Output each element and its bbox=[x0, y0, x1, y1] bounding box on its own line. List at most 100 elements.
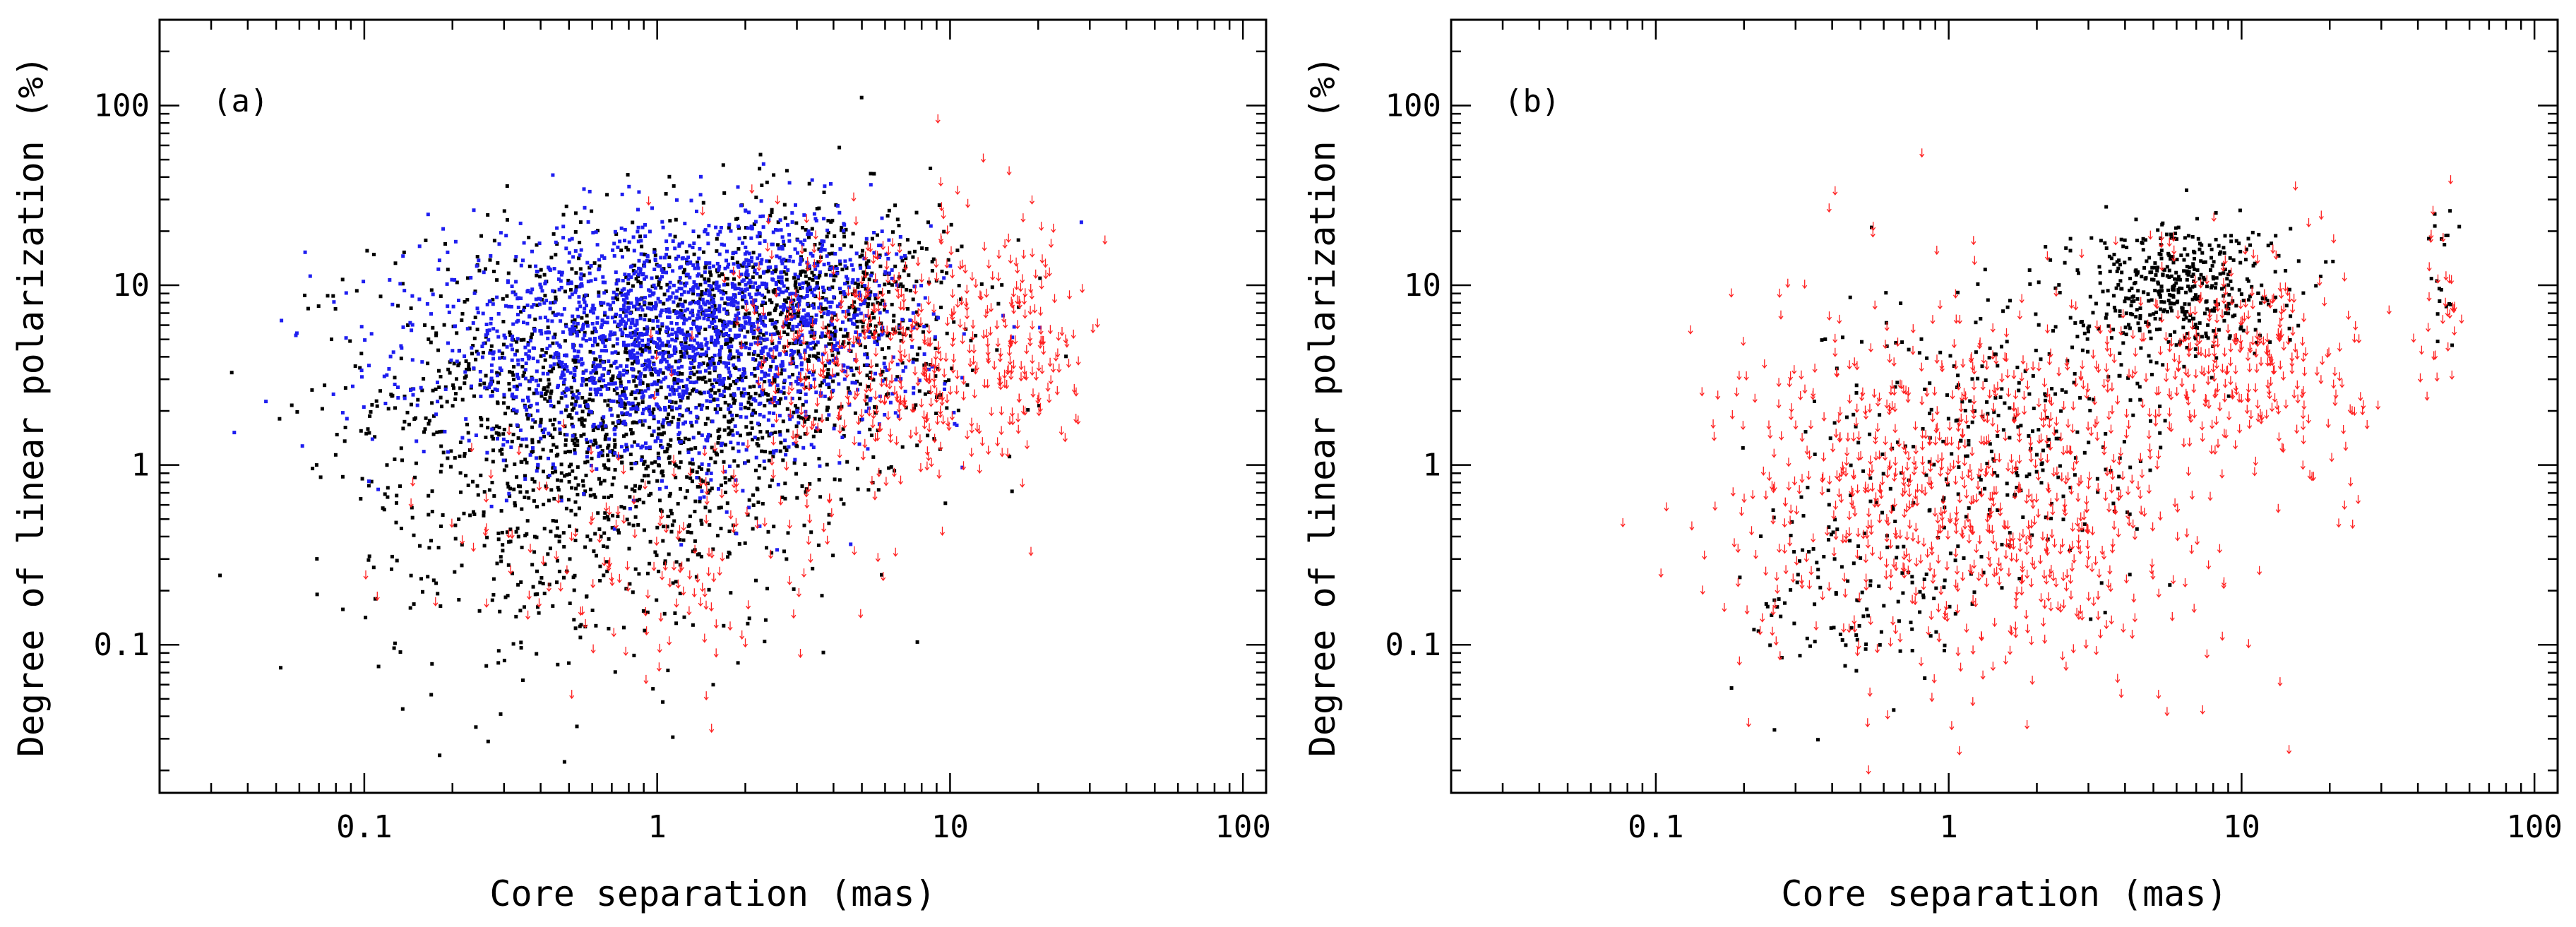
data-point bbox=[691, 345, 696, 349]
data-point bbox=[827, 397, 831, 401]
data-point bbox=[551, 604, 555, 608]
data-point bbox=[680, 414, 684, 418]
data-point bbox=[710, 445, 714, 450]
data-point bbox=[824, 273, 828, 277]
data-point bbox=[310, 388, 314, 392]
data-point bbox=[743, 541, 747, 545]
data-point bbox=[613, 467, 617, 472]
data-point bbox=[590, 209, 594, 213]
data-point bbox=[670, 332, 674, 336]
data-point bbox=[482, 270, 486, 275]
data-point bbox=[694, 405, 698, 409]
data-point bbox=[568, 602, 572, 605]
data-point bbox=[624, 275, 628, 279]
data-point bbox=[825, 462, 829, 467]
data-point bbox=[833, 252, 837, 256]
data-point bbox=[657, 456, 661, 460]
data-point bbox=[833, 313, 837, 317]
data-point bbox=[540, 289, 544, 293]
data-point bbox=[592, 307, 597, 311]
data-point bbox=[573, 230, 578, 234]
data-point bbox=[632, 379, 636, 383]
data-point bbox=[588, 538, 592, 542]
data-point bbox=[794, 330, 799, 334]
data-point bbox=[636, 225, 640, 229]
upper-limit-point bbox=[704, 486, 710, 496]
data-point bbox=[814, 409, 818, 413]
data-point bbox=[631, 523, 636, 527]
data-point bbox=[595, 342, 600, 347]
data-point bbox=[732, 393, 737, 397]
data-point bbox=[875, 339, 879, 343]
data-point bbox=[656, 405, 660, 409]
data-point bbox=[829, 300, 833, 304]
data-point bbox=[621, 343, 626, 347]
data-point bbox=[600, 323, 604, 327]
data-point bbox=[763, 337, 767, 342]
data-point bbox=[676, 371, 681, 375]
data-point bbox=[820, 246, 823, 251]
data-point bbox=[439, 395, 443, 400]
data-point bbox=[729, 373, 733, 378]
data-point bbox=[633, 515, 638, 519]
upper-limit-point bbox=[794, 330, 800, 340]
data-point bbox=[868, 293, 872, 297]
data-point bbox=[930, 260, 934, 264]
data-point bbox=[722, 460, 726, 464]
data-point bbox=[782, 445, 787, 450]
data-point bbox=[672, 369, 676, 373]
upper-limit-point bbox=[488, 470, 494, 479]
upper-limit-point bbox=[811, 364, 816, 373]
upper-limit-point bbox=[812, 380, 818, 390]
data-point bbox=[1079, 220, 1083, 225]
data-point bbox=[514, 411, 518, 415]
data-point bbox=[420, 360, 424, 364]
data-point bbox=[503, 412, 507, 416]
data-point bbox=[740, 378, 744, 383]
data-point bbox=[808, 285, 812, 289]
data-point bbox=[812, 306, 816, 310]
data-point bbox=[841, 427, 845, 431]
data-point bbox=[353, 364, 357, 369]
data-point bbox=[857, 442, 861, 446]
data-point bbox=[616, 419, 620, 424]
data-point bbox=[607, 398, 612, 402]
data-point bbox=[714, 315, 718, 319]
data-point bbox=[685, 489, 689, 493]
data-point bbox=[618, 314, 622, 318]
data-point bbox=[607, 467, 611, 471]
data-point bbox=[632, 653, 636, 657]
data-point bbox=[630, 264, 634, 268]
data-point bbox=[638, 382, 643, 386]
data-point bbox=[710, 300, 715, 304]
data-point bbox=[542, 273, 547, 277]
data-point bbox=[572, 406, 576, 410]
upper-limit-point bbox=[720, 552, 725, 562]
upper-limit-point bbox=[884, 325, 890, 335]
data-point bbox=[597, 424, 601, 429]
upper-limit-point bbox=[789, 295, 794, 305]
data-point bbox=[535, 391, 539, 395]
data-point bbox=[280, 318, 284, 323]
upper-limit-point bbox=[865, 285, 871, 295]
data-point bbox=[393, 261, 398, 265]
data-point bbox=[708, 270, 712, 274]
data-point bbox=[720, 242, 724, 246]
data-point bbox=[674, 464, 678, 468]
upper-limit-point bbox=[885, 390, 890, 400]
upper-limit-point bbox=[890, 327, 896, 337]
data-point bbox=[576, 493, 580, 497]
upper-limit-point bbox=[870, 419, 876, 429]
upper-limit-point bbox=[616, 573, 622, 583]
data-point bbox=[773, 395, 777, 400]
data-point bbox=[554, 519, 559, 523]
data-point bbox=[677, 244, 681, 248]
data-point bbox=[376, 487, 381, 491]
data-point bbox=[573, 539, 578, 542]
data-point bbox=[933, 335, 937, 339]
upper-limit-point bbox=[911, 403, 917, 413]
data-point bbox=[584, 293, 588, 297]
data-point bbox=[799, 356, 803, 359]
data-point bbox=[653, 460, 657, 464]
data-point bbox=[675, 198, 679, 202]
